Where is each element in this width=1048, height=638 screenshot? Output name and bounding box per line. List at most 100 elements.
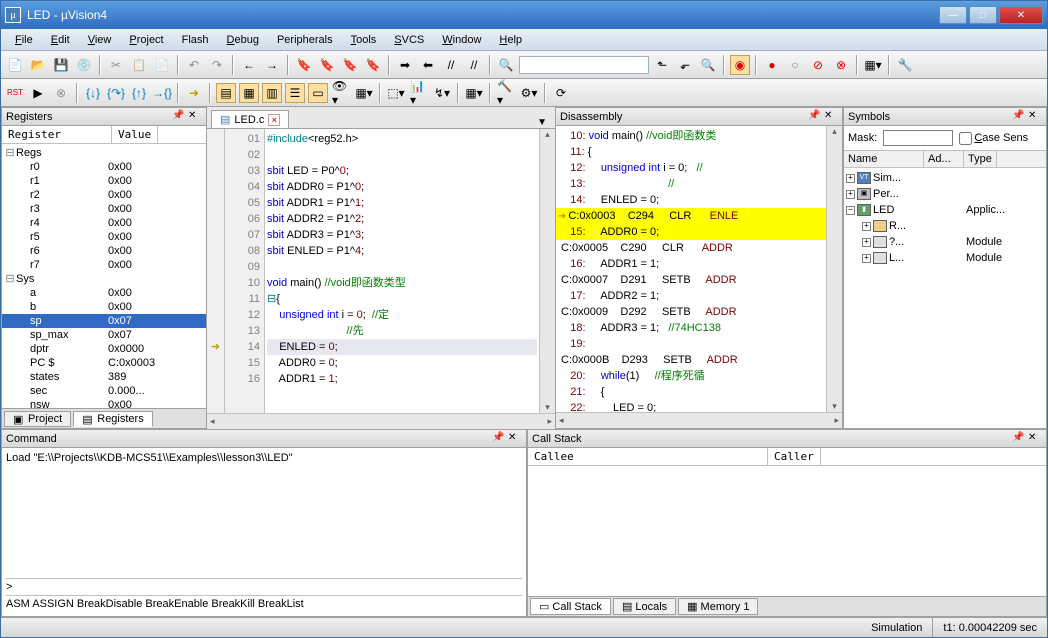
- breakpoint-disable-icon[interactable]: ⊘: [808, 55, 828, 75]
- command-prompt[interactable]: >: [6, 578, 522, 595]
- register-row[interactable]: sec0.000...: [2, 384, 206, 398]
- close-panel-icon[interactable]: ✕: [1028, 432, 1042, 446]
- register-row[interactable]: r40x00: [2, 216, 206, 230]
- tab-dropdown-icon[interactable]: ▼: [533, 117, 551, 128]
- register-row[interactable]: r10x00: [2, 174, 206, 188]
- find-combo[interactable]: [519, 56, 649, 74]
- editor-tab-led[interactable]: ▤ LED.c ×: [211, 110, 289, 128]
- indent-icon[interactable]: ➡: [395, 55, 415, 75]
- open-file-icon[interactable]: 📂: [28, 55, 48, 75]
- sym-col-type[interactable]: Type: [964, 151, 997, 167]
- cut-icon[interactable]: ✂: [106, 55, 126, 75]
- register-row[interactable]: r30x00: [2, 202, 206, 216]
- symbol-row[interactable]: +▣Per...: [846, 186, 1044, 202]
- trace-window-icon[interactable]: ↯▾: [432, 83, 452, 103]
- close-panel-icon[interactable]: ✕: [188, 110, 202, 124]
- register-row[interactable]: r50x00: [2, 230, 206, 244]
- cs-col-callee[interactable]: Callee: [528, 448, 768, 465]
- close-panel-icon[interactable]: ✕: [824, 110, 838, 124]
- pin-icon[interactable]: 📌: [1012, 432, 1026, 446]
- symbols-window-icon[interactable]: ▥: [262, 83, 282, 103]
- memory-window-icon[interactable]: ▦▾: [354, 83, 374, 103]
- watch-window-icon[interactable]: 👁▾: [331, 83, 351, 103]
- cs-col-caller[interactable]: Caller: [768, 448, 821, 465]
- register-row[interactable]: nsw0x00: [2, 398, 206, 408]
- callstack-body[interactable]: Callee Caller: [528, 448, 1046, 596]
- step-icon[interactable]: {↓}: [83, 83, 103, 103]
- outdent-icon[interactable]: ⬅: [418, 55, 438, 75]
- disasm-scrollbar-v[interactable]: [826, 126, 842, 412]
- code-editor[interactable]: ➜ 01020304050607080910111213141516 #incl…: [207, 129, 555, 413]
- pin-icon[interactable]: 📌: [1012, 110, 1026, 124]
- window-layout-icon[interactable]: ▦▾: [863, 55, 883, 75]
- register-row[interactable]: PC $C:0x0003: [2, 356, 206, 370]
- new-file-icon[interactable]: 📄: [5, 55, 25, 75]
- case-checkbox[interactable]: [959, 132, 972, 145]
- menu-project[interactable]: Project: [121, 32, 171, 48]
- register-row[interactable]: r60x00: [2, 244, 206, 258]
- symbols-tree[interactable]: +VTSim...+▣Per...−▮LEDApplic...+R...+?..…: [844, 168, 1046, 268]
- disassembly-window-icon[interactable]: ▦: [239, 83, 259, 103]
- symbol-row[interactable]: +VTSim...: [846, 170, 1044, 186]
- command-window-icon[interactable]: ▤: [216, 83, 236, 103]
- toolbox-icon[interactable]: 🔨▾: [496, 83, 516, 103]
- tab-project[interactable]: ▣Project: [4, 411, 71, 427]
- find-next-icon[interactable]: ⬐: [675, 55, 695, 75]
- editor-scrollbar-v[interactable]: [539, 129, 555, 413]
- pin-icon[interactable]: 📌: [492, 432, 506, 446]
- undo-icon[interactable]: ↶: [184, 55, 204, 75]
- paste-icon[interactable]: 📄: [152, 55, 172, 75]
- menu-help[interactable]: Help: [491, 32, 530, 48]
- register-row[interactable]: sp_max0x07: [2, 328, 206, 342]
- bookmark-icon[interactable]: 🔖: [294, 55, 314, 75]
- editor-scrollbar-h[interactable]: ◂▸: [207, 413, 555, 429]
- menu-tools[interactable]: Tools: [343, 32, 385, 48]
- tab-memory[interactable]: ▦Memory 1: [678, 598, 758, 615]
- breakpoint-insert-icon[interactable]: ●: [762, 55, 782, 75]
- register-row[interactable]: r00x00: [2, 160, 206, 174]
- pin-icon[interactable]: 📌: [172, 110, 186, 124]
- register-row[interactable]: r70x00: [2, 258, 206, 272]
- menu-flash[interactable]: Flash: [174, 32, 217, 48]
- find-icon[interactable]: 🔍: [496, 55, 516, 75]
- debug-restore-icon[interactable]: ⚙▾: [519, 83, 539, 103]
- register-row[interactable]: dptr0x0000: [2, 342, 206, 356]
- disasm-scrollbar-h[interactable]: ◂▸: [556, 412, 842, 428]
- step-over-icon[interactable]: {↷}: [106, 83, 126, 103]
- minimize-button[interactable]: —: [939, 6, 967, 24]
- close-button[interactable]: ✕: [999, 6, 1043, 24]
- close-panel-icon[interactable]: ✕: [508, 432, 522, 446]
- breakpoint-kill-icon[interactable]: ⊗: [831, 55, 851, 75]
- case-check-label[interactable]: Case Sens: [959, 132, 1028, 145]
- breakpoint-enable-icon[interactable]: ○: [785, 55, 805, 75]
- close-panel-icon[interactable]: ✕: [1028, 110, 1042, 124]
- menu-window[interactable]: Window: [434, 32, 489, 48]
- symbol-row[interactable]: +L...Module: [846, 250, 1044, 266]
- tab-registers[interactable]: ▤Registers: [73, 411, 152, 427]
- menu-svcs[interactable]: SVCS: [386, 32, 432, 48]
- redo-icon[interactable]: ↷: [207, 55, 227, 75]
- reg-col-value[interactable]: Value: [112, 126, 158, 143]
- copy-icon[interactable]: 📋: [129, 55, 149, 75]
- register-row[interactable]: a0x00: [2, 286, 206, 300]
- bookmark-next-icon[interactable]: 🔖: [340, 55, 360, 75]
- register-row[interactable]: ⊟Sys: [2, 272, 206, 286]
- register-row[interactable]: r20x00: [2, 188, 206, 202]
- menu-peripherals[interactable]: Peripherals: [269, 32, 341, 48]
- tab-locals[interactable]: ▤Locals: [613, 598, 676, 615]
- reset-icon[interactable]: RST: [5, 83, 25, 103]
- command-body[interactable]: Load "E:\\Projects\\KDB-MCS51\\Examples\…: [2, 448, 526, 616]
- register-row[interactable]: ⊟Regs: [2, 146, 206, 160]
- configure-icon[interactable]: 🔧: [895, 55, 915, 75]
- reg-col-name[interactable]: Register: [2, 126, 112, 143]
- nav-fwd-icon[interactable]: →: [262, 55, 282, 75]
- register-row[interactable]: b0x00: [2, 300, 206, 314]
- maximize-button[interactable]: □: [969, 6, 997, 24]
- sym-col-addr[interactable]: Ad...: [924, 151, 964, 167]
- register-row[interactable]: states389: [2, 370, 206, 384]
- save-icon[interactable]: 💾: [51, 55, 71, 75]
- debug-icon[interactable]: ◉: [730, 55, 750, 75]
- serial-window-icon[interactable]: ⬚▾: [386, 83, 406, 103]
- symbol-row[interactable]: +R...: [846, 218, 1044, 234]
- registers-window-icon[interactable]: ☰: [285, 83, 305, 103]
